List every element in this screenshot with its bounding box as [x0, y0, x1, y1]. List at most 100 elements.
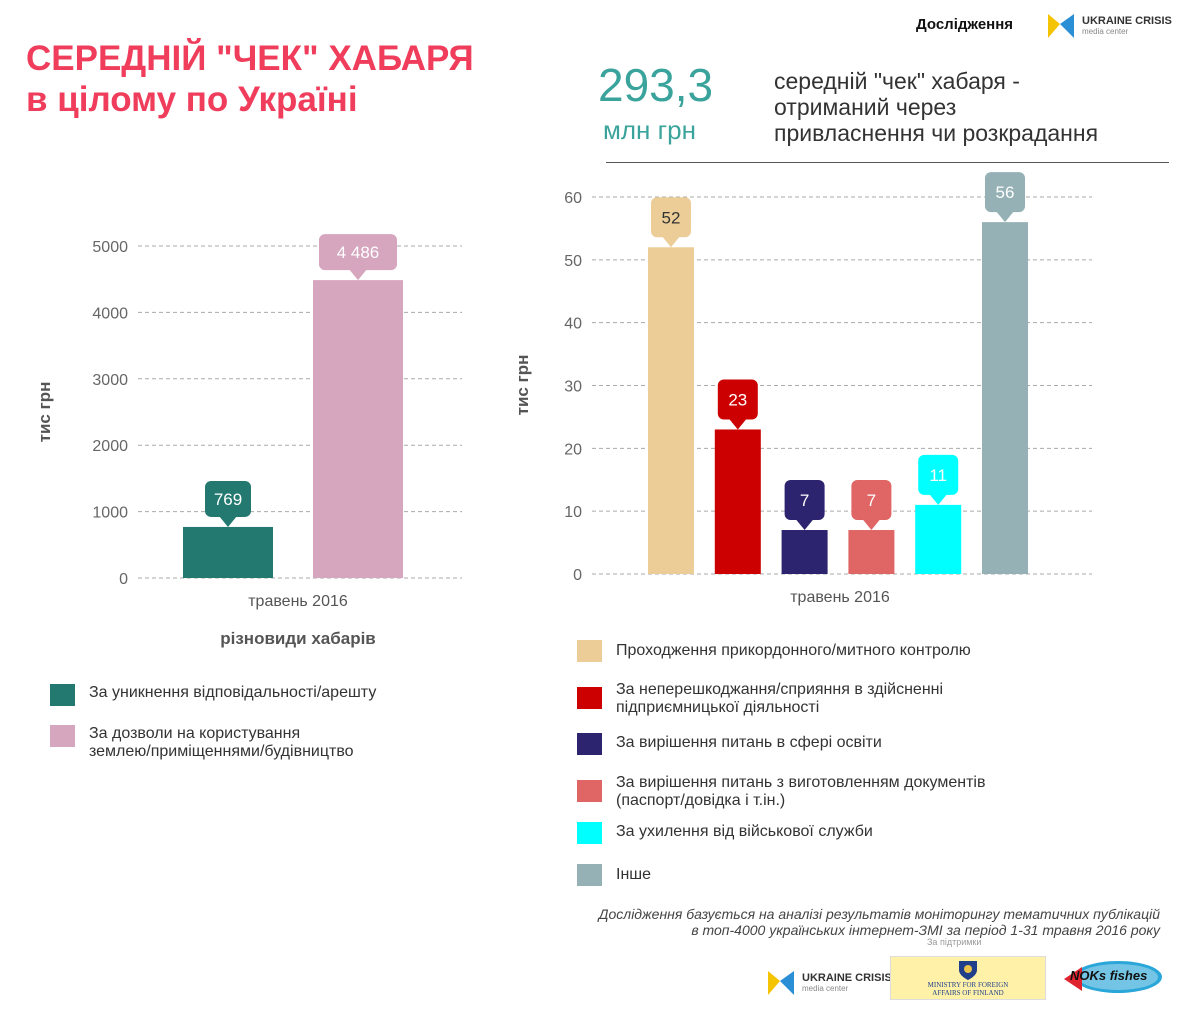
legend-swatch	[50, 684, 75, 706]
legend-label: Проходження прикордонного/митного контро…	[616, 640, 971, 660]
callout-bubble	[651, 197, 691, 238]
y-tick-label: 3000	[92, 372, 128, 389]
callout-pointer	[728, 418, 747, 430]
title-line-1: СЕРЕДНІЙ "ЧЕК" ХАБАРЯ	[26, 39, 474, 78]
data-label-callout: 7	[784, 480, 825, 531]
y-tick-label: 50	[564, 253, 582, 270]
legend-label-line: землею/приміщеннями/будівництво	[89, 743, 354, 760]
bar	[781, 530, 828, 574]
legend-label: За вирішення питань в сфері освіти	[616, 733, 882, 752]
callout-pointer	[862, 519, 881, 531]
bar	[648, 247, 694, 574]
data-label: 23	[728, 390, 747, 409]
data-label: 52	[662, 208, 681, 227]
sponsor-finland-logo: MINISTRY FOR FOREIGN AFFAIRS OF FINLAND	[890, 956, 1046, 1000]
legend-left-item: За уникнення відповідальності/арешту	[50, 684, 376, 706]
legend-label: За дозволи на користування землею/приміщ…	[89, 725, 354, 761]
callout-bubble	[717, 379, 758, 420]
bar	[915, 504, 962, 574]
legend-right-item: Проходження прикордонного/митного контро…	[577, 640, 971, 662]
y-tick-label: 1000	[92, 505, 128, 522]
support-label: За підтримки	[927, 937, 982, 947]
y-axis-label: тис грн	[35, 382, 54, 443]
legend-right-item: За вирішення питань з виготовленням доку…	[577, 774, 985, 810]
finland-crest-icon	[959, 961, 977, 980]
data-label-callout: 56	[985, 172, 1025, 223]
divider-line	[606, 162, 1169, 163]
legend-swatch	[577, 822, 602, 844]
page-title: СЕРЕДНІЙ "ЧЕК" ХАБАРЯ в цілому по Україн…	[26, 38, 474, 120]
callout-pointer	[662, 236, 680, 248]
callout-bubble	[784, 480, 825, 521]
sponsor-name: UKRAINE CRISIS	[802, 972, 892, 984]
title-line-2: в цілому по Україні	[26, 80, 358, 119]
data-label-callout: 769	[205, 480, 251, 527]
y-tick-label: 60	[564, 190, 582, 207]
y-tick-label: 30	[564, 379, 582, 396]
y-tick-label: 0	[119, 571, 128, 588]
legend-right-item: За вирішення питань в сфері освіти	[577, 733, 882, 755]
y-tick-label: 4000	[92, 305, 128, 322]
y-tick-label: 10	[564, 504, 582, 521]
data-label: 11	[929, 466, 947, 485]
legend-label-line: підприємницької діяльності	[616, 699, 820, 716]
y-tick-label: 40	[564, 316, 582, 333]
callout-pointer	[349, 269, 367, 281]
legend-label-line: За ухилення від військової служби	[616, 823, 873, 840]
legend-label-line: За вирішення питань з виготовленням доку…	[616, 774, 986, 791]
highlight-unit: млн грн	[603, 115, 696, 145]
callout-pointer	[929, 493, 948, 505]
data-label-callout: 7	[851, 480, 892, 531]
legend-swatch	[577, 687, 602, 709]
brand-name: UKRAINE CRISIS	[1082, 15, 1172, 27]
x-axis-label: різновиди хабарів	[220, 629, 376, 648]
legend-swatch	[577, 733, 602, 755]
y-axis-label: тис грн	[513, 355, 532, 416]
callout-bubble	[851, 480, 892, 521]
highlight-desc-line-1: середній "чек" хабаря -	[774, 68, 1020, 94]
legend-label-line: За неперешкоджання/сприяння в здійсненні	[616, 681, 944, 698]
legend-label: За неперешкоджання/сприяння в здійсненні…	[616, 681, 943, 717]
legend-label-line: За дозволи на користування	[89, 725, 301, 742]
footnote-line-1: Дослідження базується на аналізі результ…	[598, 906, 1160, 922]
noks-fishes-logo-icon	[1064, 961, 1162, 993]
legend-right-item: За ухилення від військової служби	[577, 822, 873, 844]
brand-logo: UKRAINE CRISIS media center	[1046, 10, 1172, 42]
callout-bubble	[205, 480, 251, 517]
highlight-desc-line-3: привласнення чи розкрадання	[774, 120, 1099, 146]
sponsor-sub: media center	[802, 984, 849, 993]
highlight-desc-line-2: отриманий через	[774, 94, 957, 120]
data-label-callout: 23	[717, 379, 758, 430]
sponsor-ucmc-logo: UKRAINE CRISIS media center	[766, 962, 892, 1004]
legend-label: За вирішення питань з виготовленням доку…	[616, 774, 985, 810]
sponsor-finland-line-2: AFFAIRS OF FINLAND	[932, 989, 1004, 997]
legend-label: Інше	[616, 864, 651, 884]
legend-label-line: Проходження прикордонного/митного контро…	[616, 642, 971, 659]
legend-right-item: За неперешкоджання/сприяння в здійсненні…	[577, 681, 943, 717]
bar	[848, 530, 895, 574]
data-label: 769	[214, 490, 242, 509]
callout-pointer	[795, 519, 814, 531]
data-label-callout: 52	[651, 197, 691, 248]
legend-label-line: За вирішення питань в сфері освіти	[616, 734, 882, 751]
legend-swatch	[577, 780, 602, 802]
legend-swatch	[577, 864, 602, 886]
brand-sub: media center	[1082, 27, 1129, 36]
data-label: 4 486	[337, 243, 380, 262]
sponsor-noks-text: NOKs fishes	[1070, 968, 1148, 983]
ucmc-logo-icon	[1048, 14, 1074, 38]
data-label-callout: 4 486	[319, 234, 397, 281]
footnote-line-2: в топ-4000 українських інтернет-ЗМІ за п…	[691, 922, 1160, 938]
callout-bubble	[985, 172, 1025, 213]
data-label: 7	[867, 491, 876, 510]
y-tick-label: 2000	[92, 438, 128, 455]
chart-right: 0 10 20 30 40 50 60 тис грн 52 23 7 7 11 56 травень 20…	[513, 172, 1092, 606]
callout-bubble	[918, 454, 959, 495]
sponsor-finland-line-1: MINISTRY FOR FOREIGN	[927, 981, 1009, 989]
ucmc-logo-icon	[768, 971, 794, 995]
callout-pointer	[996, 211, 1014, 223]
legend-right-item: Інше	[577, 864, 651, 886]
data-label: 7	[800, 491, 809, 510]
data-label: 56	[996, 183, 1015, 202]
legend-left-item: За дозволи на користування землею/приміщ…	[50, 725, 354, 761]
